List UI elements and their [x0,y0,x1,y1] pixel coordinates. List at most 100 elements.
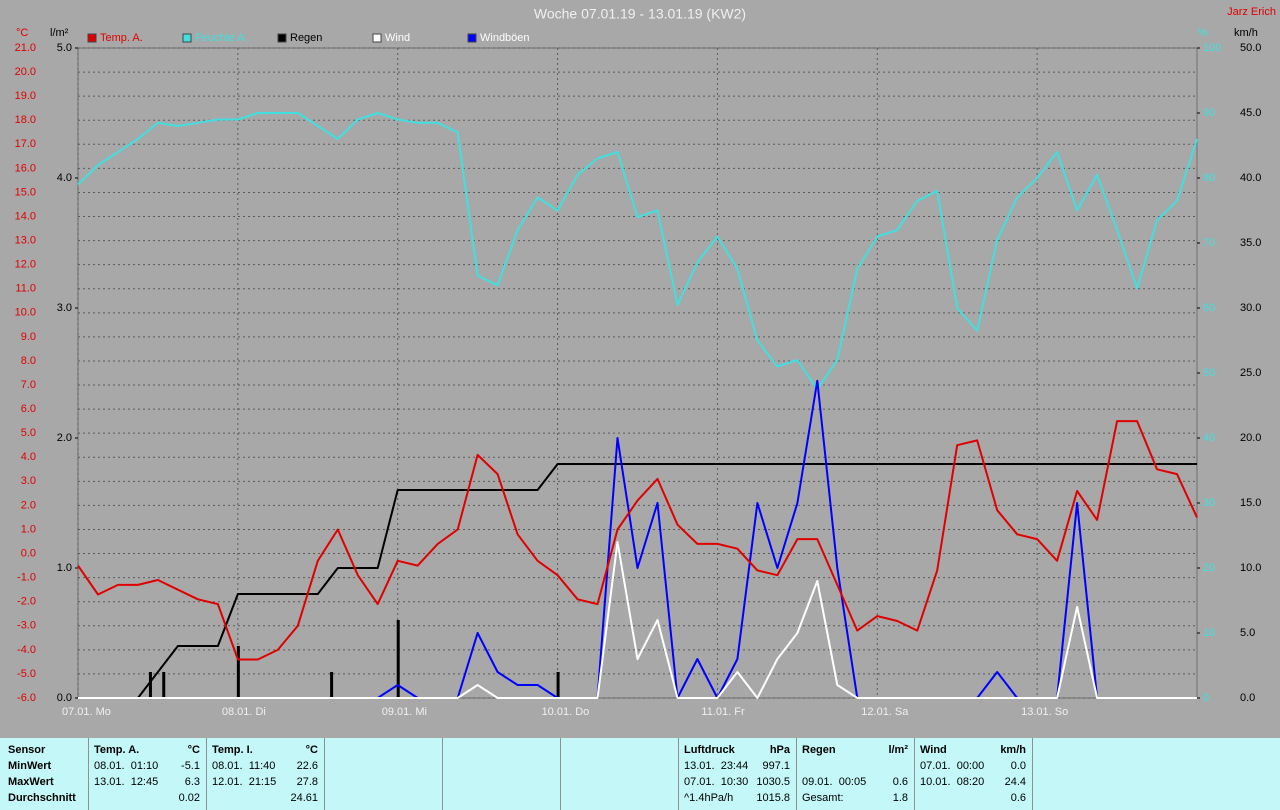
y-tick-label: 7.0 [21,379,36,391]
x-tick-label: 11.01. Fr [701,706,745,718]
y4-tick-label: 40.0 [1240,172,1261,184]
y2-tick-label: 5.0 [57,42,72,54]
column-title: Luftdruck [684,744,735,756]
y3-tick-label: 40 [1203,432,1215,444]
cell-value: 0.6 [1010,792,1026,804]
column-unit: °C [305,744,318,756]
y4-tick-label: 15.0 [1240,497,1261,509]
rain-bar [148,672,152,698]
cell-value: 0.02 [178,792,200,804]
y-tick-label: -1.0 [17,572,36,584]
y2-tick-label: 1.0 [57,562,72,574]
legend-label: Windböen [480,32,530,44]
series-line [78,541,1197,699]
cell-value: 22.6 [296,760,318,772]
cell-value: 1030.5 [756,776,790,788]
y3-tick-label: 70 [1203,237,1215,249]
column-title: Temp. A. [94,744,140,756]
y-tick-label: 16.0 [15,162,36,174]
y4-tick-label: 10.0 [1240,562,1261,574]
y3-tick-label: 80 [1203,172,1215,184]
cell-value: -5.1 [181,760,200,772]
y-tick-label: -5.0 [17,668,36,680]
legend-swatch [87,33,97,43]
y-tick-label: -6.0 [17,692,36,704]
column-title: Wind [920,744,947,756]
column-separator [442,738,443,810]
cell-value: 0.0 [1010,760,1026,772]
column-unit: hPa [769,744,790,756]
cell-time: 07.01. 10:30 [684,776,749,788]
cell-value: 6.3 [184,776,200,788]
cell-time: 10.01. 08:20 [920,776,985,788]
y-tick-label: 5.0 [21,427,36,439]
legend-swatch [182,33,192,43]
y3-tick-label: 90 [1203,107,1215,119]
y4-tick-label: 50.0 [1240,42,1261,54]
column-title: Temp. I. [212,744,253,756]
column-title: Regen [802,744,836,756]
y2-tick-label: 3.0 [57,302,72,314]
cell-time: 07.01. 00:00 [920,760,985,772]
rain-bar [330,672,334,698]
legend-swatch [372,33,382,43]
y3-tick-label: 10 [1203,627,1215,639]
y3-tick-label: 30 [1203,497,1215,509]
x-tick-label: 12.01. Sa [861,706,909,718]
y-tick-label: 20.0 [15,66,36,78]
summary-table: Sensor MinWert MaxWert Durchschnitt Temp. A.… [0,738,1280,810]
cell-time: Gesamt: [802,792,844,804]
y4-tick-label: 30.0 [1240,302,1261,314]
column-unit: km/h [1000,744,1026,756]
row-label: Durchschnitt [8,792,76,804]
y-tick-label: 12.0 [15,259,36,271]
cell-time: 13.01. 23:44 [684,760,749,772]
column-unit: °C [187,744,200,756]
cell-value: 24.4 [1004,776,1026,788]
y3-axis-label: % [1198,27,1208,39]
column-separator [88,738,89,810]
y-tick-label: -4.0 [17,644,36,656]
column-separator [206,738,207,810]
y-tick-label: 21.0 [15,42,36,54]
author: Jarz Erich [1227,6,1276,18]
cell-time: ^1.4hPa/h [684,792,734,804]
cell-time: 13.01. 12:45 [94,776,159,788]
legend-label: Temp. A. [100,32,143,44]
y-tick-label: 6.0 [21,403,36,415]
cell-time: 12.01. 21:15 [212,776,277,788]
rain-bar [162,672,166,698]
plot-area [77,47,1198,699]
y-tick-label: 10.0 [15,307,36,319]
y-tick-label: 2.0 [21,499,36,511]
column-separator [796,738,797,810]
y4-tick-label: 0.0 [1240,692,1255,704]
x-tick-label: 08.01. Di [222,706,266,718]
y-tick-label: 17.0 [15,138,36,150]
y-tick-label: 1.0 [21,523,36,535]
y4-tick-label: 20.0 [1240,432,1261,444]
y-tick-label: 19.0 [15,90,36,102]
cell-time: 08.01. 11:40 [212,760,276,772]
y2-axis-label: l/m² [50,27,69,39]
y-tick-label: 3.0 [21,475,36,487]
cell-time: 09.01. 00:05 [802,776,867,788]
legend-label: Regen [290,32,322,44]
y-tick-label: 13.0 [15,234,36,246]
y-tick-label: 8.0 [21,355,36,367]
cell-value: 1015.8 [756,792,790,804]
cell-time: 08.01. 01:10 [94,760,159,772]
x-tick-label: 13.01. So [1021,706,1068,718]
y4-tick-label: 35.0 [1240,237,1261,249]
x-tick-label: 07.01. Mo [62,706,111,718]
x-tick-label: 10.01. Do [542,706,590,718]
cell-value: 24.61 [290,792,318,804]
column-separator [678,738,679,810]
y3-tick-label: 100 [1203,42,1221,54]
legend-label: Wind [385,32,410,44]
cell-value: 0.6 [892,776,908,788]
y3-tick-label: 0 [1203,692,1209,704]
x-tick-label: 09.01. Mi [382,706,427,718]
y-tick-label: 4.0 [21,451,36,463]
chart-title: Woche 07.01.19 - 13.01.19 (KW2) [534,6,746,22]
